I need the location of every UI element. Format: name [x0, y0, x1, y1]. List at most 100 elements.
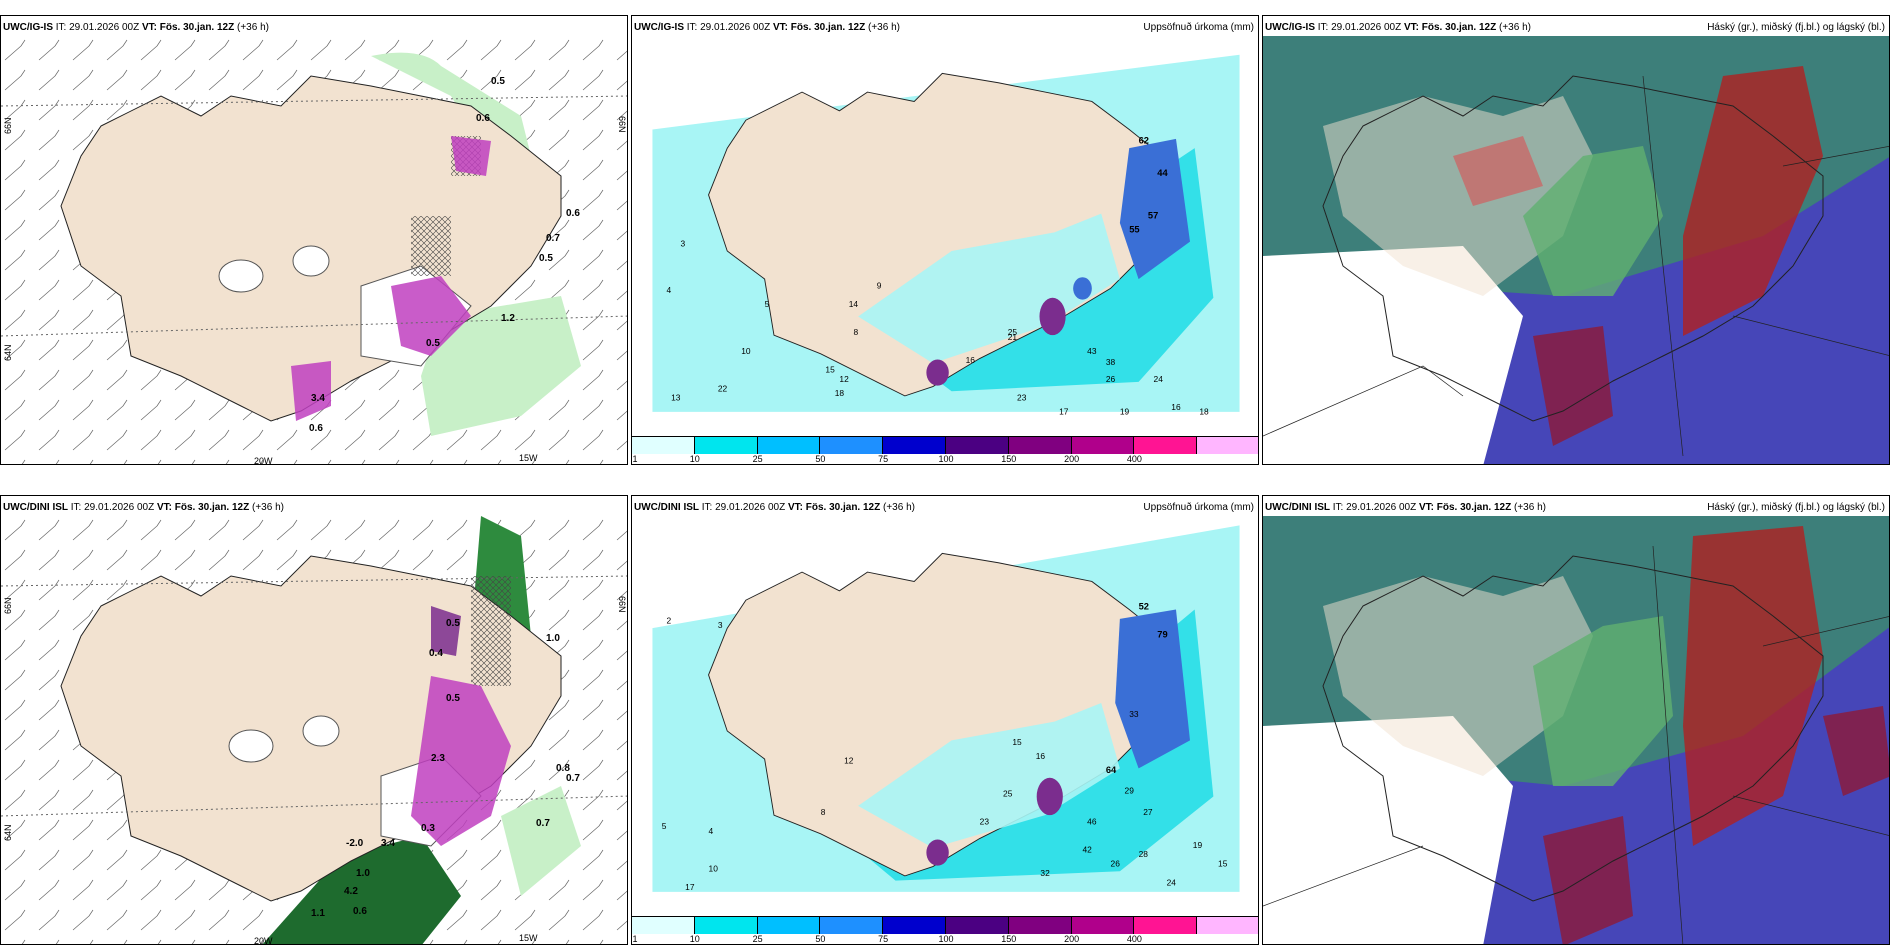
colorbar-swatch: [883, 917, 946, 934]
svg-text:0.7: 0.7: [536, 818, 550, 829]
svg-text:46: 46: [1087, 817, 1097, 827]
precip-green-dark: [262, 836, 461, 944]
precip-area: [421, 296, 581, 436]
colorbar-ticks: 1 10 25 50 75 100 150 200 400: [632, 454, 1258, 464]
svg-text:2: 2: [666, 616, 671, 626]
svg-text:3: 3: [680, 238, 685, 248]
lon-label: 15W: [519, 453, 538, 463]
map-canvas: [1263, 36, 1889, 464]
svg-text:4: 4: [666, 285, 671, 295]
svg-text:66N: 66N: [3, 597, 13, 614]
colorbar-tick-label: 1: [632, 454, 638, 464]
lead-time: (+36 h): [237, 22, 269, 33]
precip-magenta: [411, 676, 511, 846]
colorbar-tick-label: 200: [1064, 454, 1080, 464]
panel-top-wind: UWC/IG-IS IT: 29.01.2026 00Z VT: Fös. 30…: [0, 15, 628, 465]
glacier: [218, 259, 264, 293]
colorbar-swatch: [1134, 917, 1198, 934]
svg-text:0.5: 0.5: [446, 618, 460, 629]
svg-text:21: 21: [1008, 332, 1018, 342]
colorbar-tick-label: 400: [1126, 454, 1142, 464]
panel-bottom-wind: UWC/DINI ISL IT: 29.01.2026 00Z VT: Fös.…: [0, 495, 628, 945]
svg-text:8: 8: [821, 807, 826, 817]
svg-text:26: 26: [1111, 859, 1121, 869]
svg-text:33: 33: [1129, 709, 1139, 719]
colorbar-tick-label: 200: [1064, 934, 1080, 944]
lat-label: 64N: [3, 344, 13, 361]
svg-text:79: 79: [1157, 630, 1167, 640]
colorbar-swatch: [1071, 917, 1135, 934]
svg-text:10: 10: [741, 346, 751, 356]
svg-text:42: 42: [1082, 845, 1092, 855]
hatch-area: [411, 216, 451, 276]
svg-text:1.0: 1.0: [546, 633, 560, 644]
colorbar-swatch: [694, 437, 758, 454]
colorbar-swatch: [1071, 437, 1135, 454]
svg-text:0.4: 0.4: [429, 648, 443, 659]
svg-text:18: 18: [1199, 407, 1209, 417]
precip-max: [1039, 297, 1066, 336]
svg-text:52: 52: [1139, 601, 1149, 611]
value-label: 0.5: [539, 253, 553, 264]
colorbar-tick-label: 150: [1001, 454, 1017, 464]
colorbar-tick-label: 150: [1001, 934, 1017, 944]
colorbar-swatch: [757, 437, 821, 454]
iceland-coast: [1322, 75, 1824, 422]
colorbar-swatch: [820, 917, 884, 934]
colorbar-swatch: [632, 437, 695, 454]
colorbar: 1 10 25 50 75 100 150 200 400: [632, 436, 1258, 464]
colorbar-tick-label: 10: [689, 934, 700, 944]
svg-text:14: 14: [849, 299, 859, 309]
svg-text:15: 15: [825, 365, 835, 375]
svg-text:3.4: 3.4: [381, 838, 395, 849]
colorbar-swatch: [883, 437, 946, 454]
precip-title: Uppsöfnuð úrkoma (mm): [1143, 22, 1254, 33]
svg-text:57: 57: [1148, 210, 1158, 220]
svg-text:2.3: 2.3: [431, 753, 445, 764]
panel-header: UWC/DINI ISL IT: 29.01.2026 00Z VT: Fös.…: [634, 502, 1254, 513]
svg-text:4.2: 4.2: [344, 886, 358, 897]
value-label: 0.6: [309, 423, 323, 434]
map-canvas: 1.0 0.5 0.5 0.4 0.8 0.7 0.7 -2.0 3.4 1.0…: [1, 516, 627, 945]
colorbar-tick-label: 50: [815, 454, 826, 464]
value-label: 1.2: [501, 313, 515, 324]
svg-text:12: 12: [844, 756, 854, 766]
colorbar-swatches: [632, 436, 1258, 454]
colorbar-ticks: 1 10 25 50 75 100 150 200 400: [632, 934, 1258, 944]
svg-text:5: 5: [765, 299, 770, 309]
colorbar-swatch: [820, 437, 884, 454]
svg-text:16: 16: [1036, 751, 1046, 761]
svg-text:0.5: 0.5: [446, 693, 460, 704]
precip-blue: [1119, 138, 1191, 280]
colorbar-tick-label: 25: [752, 934, 763, 944]
svg-text:17: 17: [1059, 407, 1069, 417]
colorbar-tick-label: 400: [1126, 934, 1142, 944]
colorbar-swatch: [1008, 917, 1072, 934]
svg-text:32: 32: [1040, 868, 1050, 878]
svg-text:29: 29: [1125, 786, 1135, 796]
panel-header: UWC/IG-IS IT: 29.01.2026 00Z VT: Fös. 30…: [634, 20, 1254, 36]
colorbar-swatch: [1134, 437, 1198, 454]
svg-text:20W: 20W: [254, 936, 273, 945]
svg-text:26: 26: [1106, 374, 1116, 384]
colorbar-tick-label: 10: [689, 454, 700, 464]
svg-text:15W: 15W: [519, 933, 538, 943]
svg-text:8: 8: [853, 327, 858, 337]
glacier: [292, 245, 330, 277]
colorbar-swatch: [694, 917, 758, 934]
precip-max: [926, 359, 949, 386]
panel-bottom-precip: UWC/DINI ISL IT: 29.01.2026 00Z VT: Fös.…: [631, 495, 1259, 945]
svg-text:1.0: 1.0: [356, 868, 370, 879]
svg-text:1.1: 1.1: [311, 908, 325, 919]
svg-text:27: 27: [1143, 807, 1153, 817]
colorbar-swatch: [945, 917, 1009, 934]
panel-header: UWC/DINI ISL IT: 29.01.2026 00Z VT: Fös.…: [3, 502, 284, 513]
svg-text:-2.0: -2.0: [346, 838, 364, 849]
colorbar-tick-label: 75: [878, 454, 889, 464]
svg-text:64N: 64N: [3, 824, 13, 841]
svg-text:24: 24: [1167, 877, 1177, 887]
cloud-mid-thick: [1533, 326, 1613, 446]
panel-header: UWC/IG-IS IT: 29.01.2026 00Z VT: Fös. 30…: [1265, 20, 1885, 36]
valid-time: Fös. 30.jan. 12Z: [159, 22, 235, 33]
model-name: UWC/IG-IS: [3, 22, 53, 33]
